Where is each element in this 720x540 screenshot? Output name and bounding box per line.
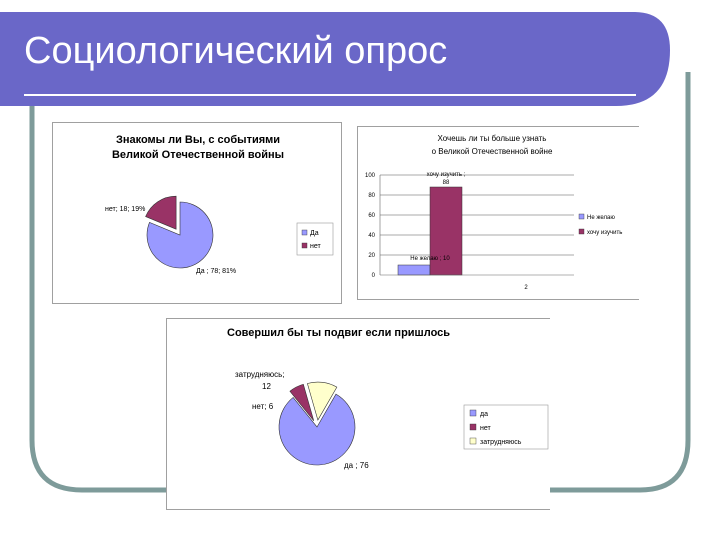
chart-3-heroism-pie: Совершил бы ты подвиг если пришлось затр… [166, 318, 550, 510]
chart-3-label-other-line-2: 12 [262, 382, 271, 391]
pie-slice-net [145, 195, 177, 230]
chart-3-legend-zatrudnyayus: затрудняюсь [480, 439, 522, 446]
chart-2-y-ticks: 0 20 40 60 80 100 [365, 173, 376, 279]
pie-slice-da [146, 201, 214, 269]
chart-1-legend-box [296, 222, 334, 256]
chart-1-label-net: нет; 18; 19% [105, 206, 145, 213]
y-tick-label: 80 [368, 193, 375, 199]
chart-2-label-khochu-line-1: хочу изучить ; [427, 172, 466, 178]
chart-3-label-other-line-1: затрудняюсь; [235, 370, 285, 379]
y-tick-label: 20 [368, 253, 375, 259]
chart-1-title-line-2: Великой Отечественной войны [112, 149, 284, 161]
chart-3-label-net: нет; 6 [252, 402, 274, 411]
chart-2-legend-khochu: хочу изучить [587, 230, 622, 236]
chart-1-familiarity-pie: Знакомы ли Вы, с событиями Великой Отече… [52, 122, 342, 304]
chart-1-legend-swatch-da [301, 229, 308, 236]
chart-3-legend-da: да [480, 411, 488, 418]
chart-3-legend-box [463, 404, 549, 450]
chart-3-label-da: да ; 76 [344, 461, 369, 470]
bar-ne-zhelayu [397, 264, 431, 276]
header-underline [24, 94, 636, 96]
chart-2-title-line-2: о Великой Отечественной войне [432, 147, 553, 156]
y-tick-label: 40 [368, 233, 375, 239]
chart-2-title-line-1: Хочешь ли ты больше узнать [438, 134, 547, 143]
chart-3-legend-swatch-zatrudnyayus [469, 437, 477, 445]
chart-1-label-da: Да ; 78; 81% [196, 268, 236, 275]
chart-2-label-ne-zhelayu: Не желаю ; 10 [410, 256, 450, 262]
header-bar [0, 12, 670, 106]
chart-3-title: Совершил бы ты подвиг если пришлось [227, 327, 450, 339]
chart-1-title-line-1: Знакомы ли Вы, с событиями [116, 134, 280, 146]
y-tick-label: 100 [365, 173, 376, 179]
chart-2-gridlines [380, 174, 574, 256]
chart-2-label-khochu-line-2: 88 [443, 180, 450, 186]
chart-3-legend-swatch-da [469, 409, 477, 417]
chart-2-legend-swatch-ne-zhelayu [578, 213, 585, 220]
chart-2-legend-ne-zhelayu: Не желаю [587, 215, 615, 221]
pie-slice-net [289, 383, 315, 421]
chart-1-legend-da: Да [310, 230, 319, 237]
chart-1-legend-swatch-net [301, 242, 308, 249]
y-tick-label: 0 [372, 273, 376, 279]
chart-3-legend-swatch-net [469, 423, 477, 431]
chart-1-legend-net: нет [310, 243, 322, 250]
chart-2-interest-bar: Хочешь ли ты больше узнать о Великой Оте… [357, 126, 639, 300]
slide-title: Социологический опрос [24, 30, 448, 72]
chart-2-x-tick-2: 2 [524, 285, 528, 291]
bar-khochu-izuchit [429, 186, 463, 276]
y-tick-label: 60 [368, 213, 375, 219]
pie-slice-da [278, 393, 356, 466]
chart-2-legend-swatch-khochu [578, 228, 585, 235]
pie-slice-zatrudnyayus [307, 381, 338, 421]
chart-3-legend-net: нет [480, 425, 492, 432]
